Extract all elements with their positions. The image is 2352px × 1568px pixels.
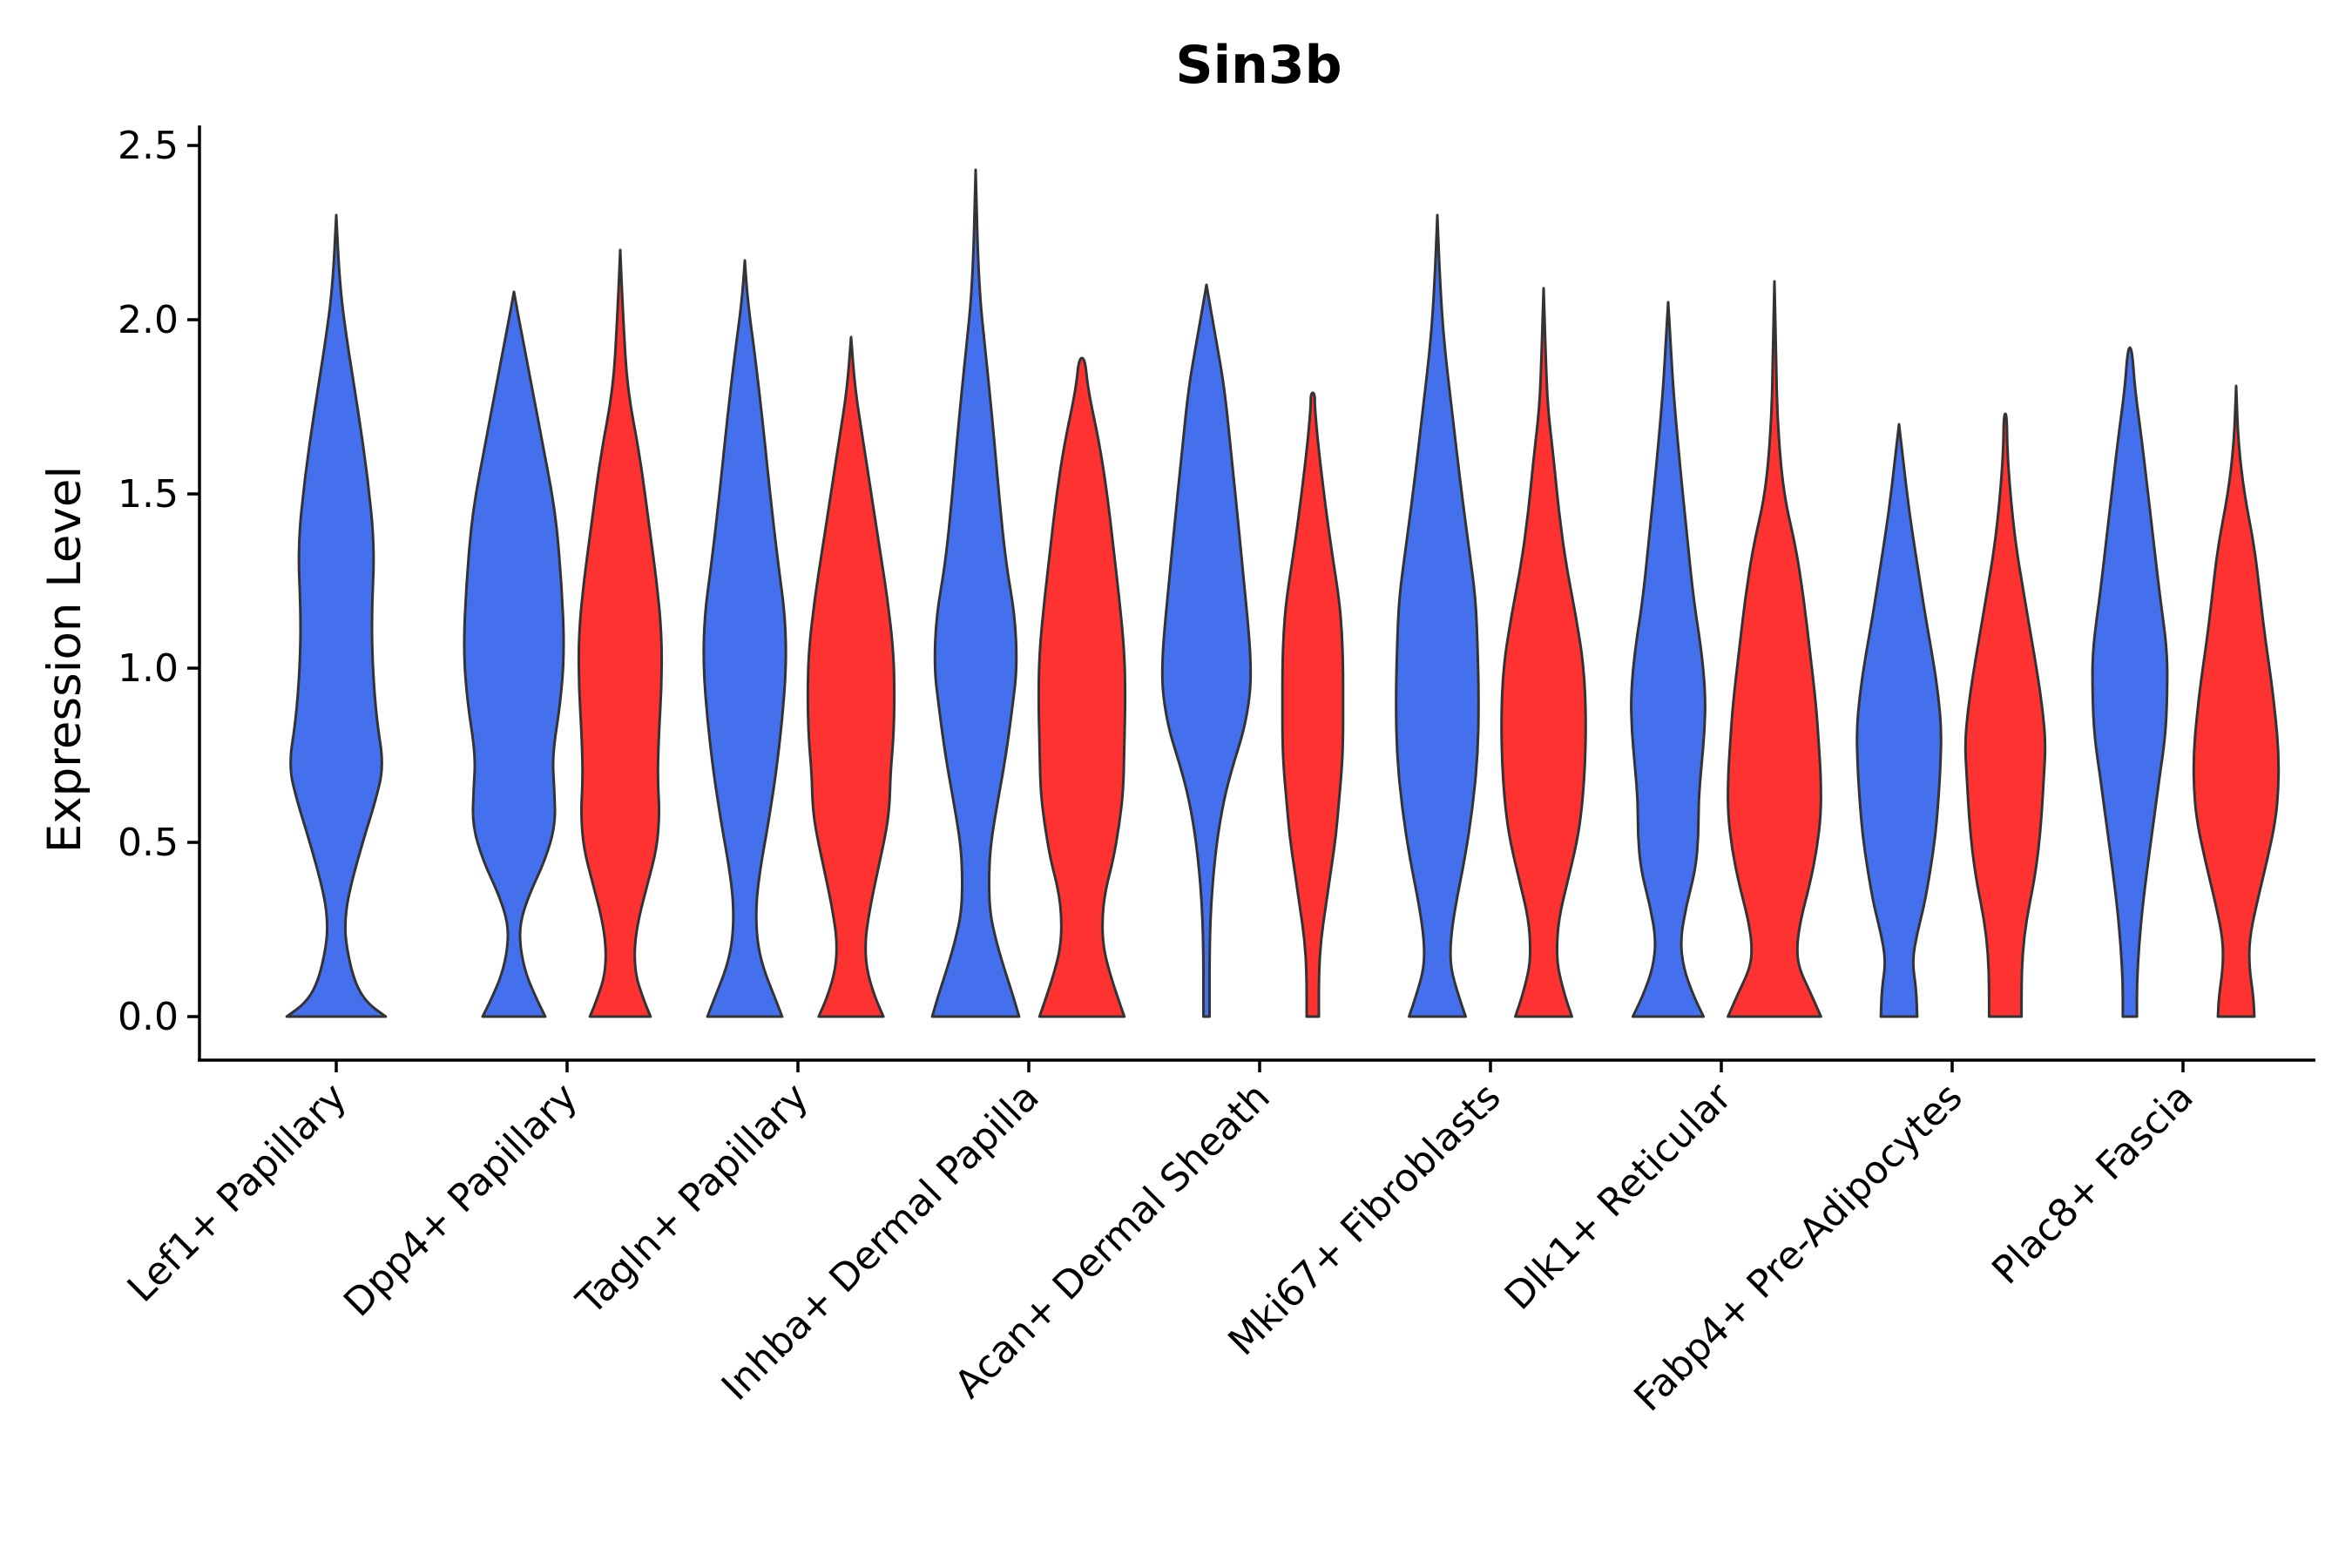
y-tick-label: 1.0 [118, 646, 179, 691]
x-tick-label: Lef1+ Papillary [119, 1075, 355, 1311]
violins-group [285, 168, 2281, 1018]
violin-7-group-1 [1630, 301, 1707, 1018]
violin-7-group-2 [1727, 280, 1822, 1018]
y-tick-label: 0.0 [118, 995, 179, 1039]
x-tick-label: Dpp4+ Papillary [335, 1075, 586, 1326]
y-tick-label: 2.0 [118, 298, 179, 342]
x-tick-label: Dlk1+ Reticular [1497, 1074, 1741, 1319]
violin-3-group-2 [806, 335, 896, 1018]
violin-4-group-1 [930, 168, 1021, 1018]
violin-9-group-1 [2091, 346, 2169, 1018]
y-tick-label: 1.5 [118, 472, 179, 517]
violin-8-group-2 [1963, 412, 2047, 1018]
violin-2-group-2 [577, 248, 664, 1018]
violin-8-group-1 [1855, 422, 1943, 1018]
y-tick-label: 0.5 [118, 821, 179, 865]
y-ticks: 0.0 0.5 1.0 1.5 2.0 2.5 [118, 124, 199, 1039]
violin-3-group-1 [702, 259, 787, 1018]
x-tick-label: Plac8+ Fascia [1984, 1075, 2202, 1294]
violin-6-group-2 [1500, 287, 1587, 1018]
violin-4-group-2 [1037, 356, 1127, 1018]
violin-6-group-1 [1395, 213, 1480, 1018]
violin-2-group-1 [463, 290, 565, 1018]
x-tick-label: Tagln+ Papillary [568, 1075, 817, 1324]
y-axis-label: Expression Level [38, 466, 91, 853]
violin-5-group-2 [1281, 391, 1345, 1018]
y-tick-label: 2.5 [118, 124, 179, 168]
violin-9-group-2 [2192, 384, 2281, 1018]
violin-5-group-1 [1160, 283, 1253, 1018]
violin-1-group-1 [285, 213, 388, 1018]
chart-title: Sin3b [1175, 35, 1342, 96]
